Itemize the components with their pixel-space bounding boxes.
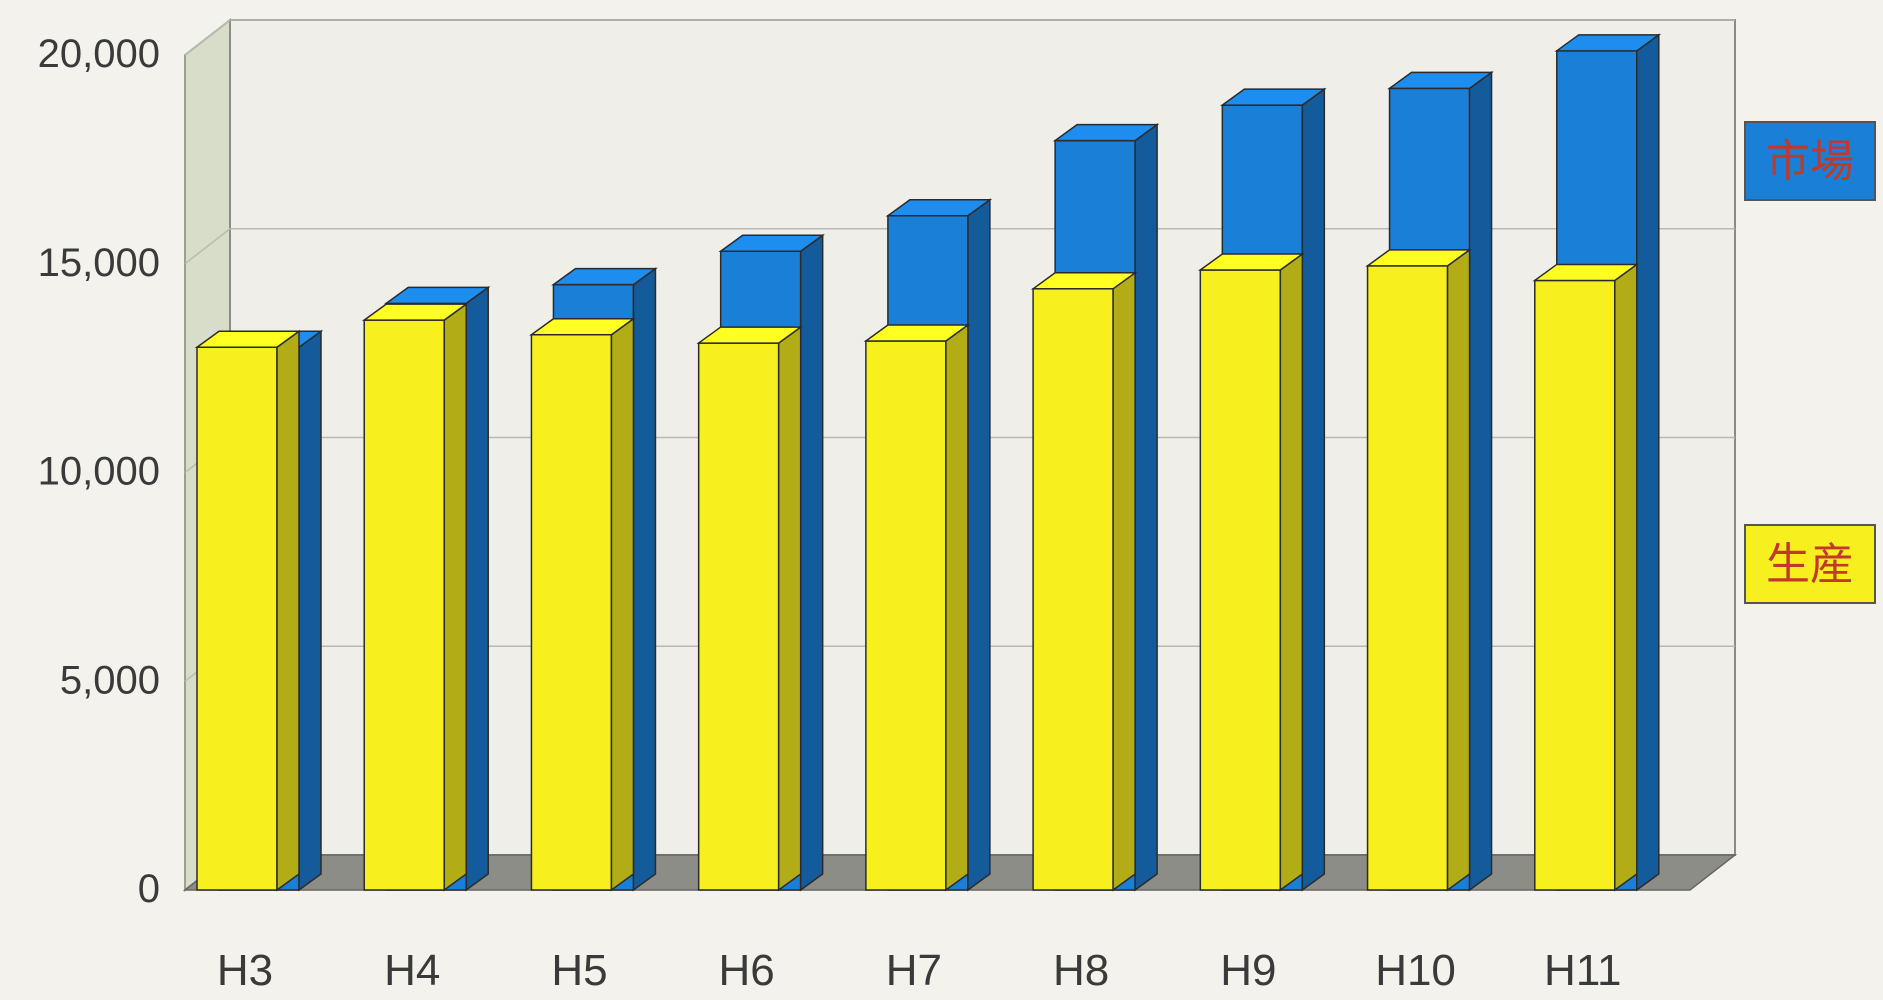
bar-front: [697, 342, 780, 891]
bar-side: [945, 323, 969, 892]
bar-top: [1198, 253, 1305, 271]
bar-side: [1301, 87, 1326, 892]
bar-front: [196, 346, 278, 891]
bar-front: [530, 333, 613, 891]
bar-top: [529, 317, 636, 336]
bar-生産-H7: [863, 323, 971, 892]
bar-side: [777, 325, 802, 892]
bar-生産-H11: [1532, 262, 1640, 892]
bar-top: [718, 234, 825, 252]
bar-top: [1387, 71, 1494, 90]
bar-side: [1134, 123, 1158, 892]
y-tick-label: 20,000: [38, 32, 160, 76]
bar-side: [276, 329, 300, 892]
bar-side: [1446, 248, 1471, 892]
bar-top: [696, 326, 803, 344]
bar-生産-H3: [194, 329, 302, 892]
x-tick-label: H8: [1053, 946, 1109, 995]
bar-side: [1468, 70, 1493, 892]
x-tick-label: H4: [384, 946, 440, 995]
bar-top: [1532, 263, 1640, 282]
x-tick-label: H7: [886, 946, 942, 995]
x-tick-label: H9: [1220, 946, 1276, 995]
bar-生産-H9: [1198, 252, 1305, 892]
gridline-side: [184, 19, 231, 56]
bar-side: [632, 267, 657, 892]
bar-side: [967, 198, 991, 892]
bar-side: [298, 329, 322, 892]
bar-生産-H8: [1030, 271, 1138, 892]
bar-top: [194, 330, 302, 348]
bar-生産-H4: [361, 302, 469, 892]
bar-front: [1534, 279, 1616, 891]
bar-top: [1554, 34, 1662, 52]
x-tick-label: H6: [719, 946, 775, 995]
bar-front: [1366, 265, 1449, 891]
bar-top: [361, 303, 469, 321]
bar-side: [443, 302, 467, 892]
gridline-side: [184, 228, 231, 265]
x-tick-label: H10: [1375, 946, 1456, 995]
bar-side: [1279, 252, 1304, 892]
x-tick-label: H11: [1544, 946, 1621, 995]
legend-item-市場: 市場: [1744, 121, 1876, 201]
bar-top: [863, 324, 971, 342]
bar-生産-H6: [696, 325, 803, 892]
bar-top: [1052, 123, 1160, 142]
bar-side: [1614, 262, 1638, 892]
bar-front: [1032, 288, 1114, 891]
y-tick-label: 0: [138, 867, 160, 911]
legend-swatch: [1744, 524, 1876, 604]
bar-front: [865, 340, 947, 891]
bar-side: [799, 233, 824, 892]
bar-生産-H10: [1365, 248, 1472, 892]
bar-side: [610, 317, 635, 892]
bar-side: [465, 285, 489, 892]
y-tick-label: 15,000: [38, 241, 160, 285]
bar-top: [885, 198, 993, 217]
bar-side: [1636, 33, 1660, 892]
bar-front: [363, 319, 445, 891]
bar-top: [1365, 249, 1472, 267]
y-tick-label: 5,000: [60, 658, 160, 702]
bar-side: [1112, 271, 1136, 892]
bar-top: [1220, 88, 1327, 106]
bar-top: [551, 267, 658, 286]
legend-item-生産: 生産: [1744, 524, 1876, 604]
bar-生産-H5: [529, 317, 636, 892]
bar-top: [1030, 272, 1138, 290]
y-tick-label: 10,000: [38, 450, 160, 494]
legend-label: 市場: [1766, 137, 1854, 186]
x-tick-label: H5: [551, 946, 607, 995]
legend-label: 生産: [1766, 540, 1854, 589]
x-tick-label: H3: [217, 946, 273, 995]
bar-front: [1199, 269, 1282, 891]
legend-swatch: [1744, 121, 1876, 201]
